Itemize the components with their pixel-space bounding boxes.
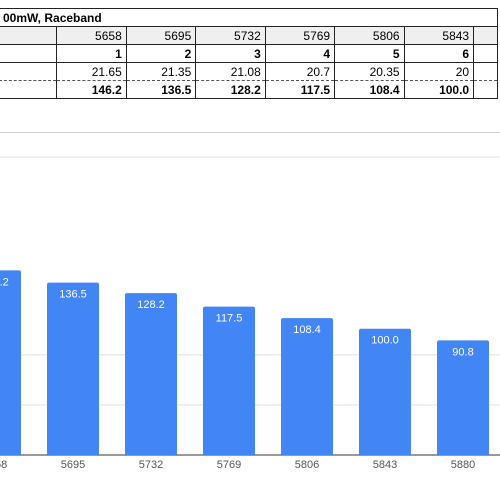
frequency-row: 5658 5695 5732 5769 5806 5843 xyxy=(0,26,498,45)
frequency-cell[interactable] xyxy=(473,26,498,45)
percent-cell[interactable]: 128.2 xyxy=(195,80,266,99)
bar[interactable] xyxy=(203,306,255,455)
percent-cell[interactable]: 146.2 xyxy=(56,80,127,99)
distance-cell[interactable]: 20.35 xyxy=(334,62,405,81)
channel-cell[interactable]: 3 xyxy=(195,44,266,63)
chart-bars xyxy=(0,270,489,455)
percent-row: 146.2 136.5 128.2 117.5 108.4 100.0 xyxy=(0,80,498,99)
percent-cell[interactable]: 136.5 xyxy=(125,80,197,99)
percent-cell[interactable]: 108.4 xyxy=(334,80,405,99)
distance-cell[interactable]: 21.08 xyxy=(195,62,266,81)
table-title[interactable]: 00mW, Raceband xyxy=(0,8,498,27)
bar-value-label: 146.2 xyxy=(0,276,9,288)
channel-cell[interactable]: 5 xyxy=(334,44,405,63)
frequency-cell[interactable]: 5658 xyxy=(56,26,127,45)
frequency-cell[interactable]: 5732 xyxy=(195,26,266,45)
bar-value-label: 136.5 xyxy=(59,289,87,301)
bar[interactable] xyxy=(125,293,177,455)
chart-bar-labels: 146.2 136.5 128.2 117.5 108.4 100.0 90.8 xyxy=(0,276,474,358)
table-cell[interactable] xyxy=(0,62,58,81)
frequency-cell[interactable]: 5806 xyxy=(334,26,405,45)
percent-cell[interactable] xyxy=(473,80,498,99)
percent-cell[interactable]: 100.0 xyxy=(403,80,475,99)
bar[interactable] xyxy=(0,270,21,455)
x-tick-label: 5880 xyxy=(451,459,475,471)
bar[interactable] xyxy=(359,328,411,455)
x-tick-label: 5769 xyxy=(217,459,241,471)
distance-cell[interactable]: 20 xyxy=(403,62,475,81)
frequency-cell[interactable]: 5695 xyxy=(125,26,197,45)
distance-cell[interactable]: 21.35 xyxy=(125,62,197,81)
bar-value-label: 100.0 xyxy=(371,335,399,347)
table-cell[interactable] xyxy=(0,26,58,45)
sheet-divider xyxy=(0,132,500,133)
x-tick-label: 5732 xyxy=(139,459,163,471)
bar-value-label: 117.5 xyxy=(216,313,243,325)
distance-cell[interactable]: 20.7 xyxy=(264,62,336,81)
table-title-row: 00mW, Raceband xyxy=(0,8,498,27)
percent-cell[interactable]: 117.5 xyxy=(264,80,336,99)
bar[interactable] xyxy=(47,282,99,455)
bar[interactable] xyxy=(437,340,489,455)
bar-value-label: 90.8 xyxy=(452,346,473,358)
channel-row: 1 2 3 4 5 6 xyxy=(0,44,498,63)
channel-cell[interactable]: 2 xyxy=(125,44,197,63)
channel-cell[interactable]: 1 xyxy=(56,44,127,63)
x-tick-label: 5695 xyxy=(61,459,85,471)
distance-row: 21.65 21.35 21.08 20.7 20.35 20 xyxy=(0,62,498,81)
table-cell[interactable] xyxy=(0,80,58,99)
x-tick-label: 5806 xyxy=(295,459,319,471)
x-tick-label: 5658 xyxy=(0,459,7,471)
frequency-cell[interactable]: 5843 xyxy=(403,26,475,45)
channel-cell[interactable] xyxy=(473,44,498,63)
chart-x-ticks: 5658 5695 5732 5769 5806 5843 5880 xyxy=(0,459,475,471)
distance-cell[interactable]: 21.65 xyxy=(56,62,127,81)
data-table: 00mW, Raceband 5658 5695 5732 5769 5806 … xyxy=(0,8,498,99)
distance-cell[interactable] xyxy=(473,62,498,81)
bar-value-label: 108.4 xyxy=(293,324,321,336)
channel-cell[interactable]: 6 xyxy=(403,44,475,63)
table-cell[interactable] xyxy=(0,44,58,63)
channel-cell[interactable]: 4 xyxy=(264,44,336,63)
bar-value-label: 128.2 xyxy=(137,299,165,311)
bar[interactable] xyxy=(281,318,333,455)
frequency-cell[interactable]: 5769 xyxy=(264,26,336,45)
x-tick-label: 5843 xyxy=(373,459,397,471)
